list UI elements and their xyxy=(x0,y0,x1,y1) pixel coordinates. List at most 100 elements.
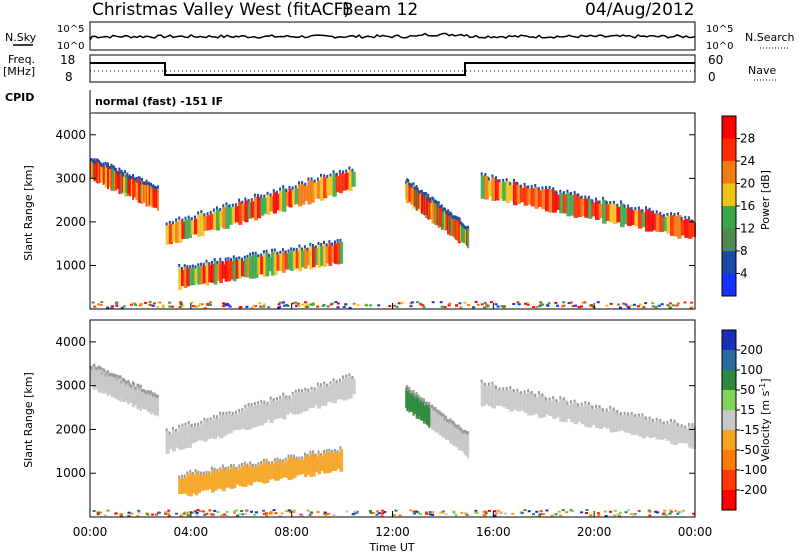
echo-fringe xyxy=(99,366,102,370)
x-axis-ticks: 00:00 04:00 08:00 12:00 16:00 20:00 00:00 xyxy=(73,303,712,539)
echo-fringe xyxy=(101,371,104,375)
echo-cell xyxy=(338,172,344,194)
scatter-cell xyxy=(244,513,248,516)
scatter-cell xyxy=(365,304,369,307)
colorbar-segment xyxy=(722,390,736,411)
echo-cell xyxy=(555,194,561,210)
echo-cell xyxy=(314,457,319,472)
echo-fringe xyxy=(345,374,348,378)
scatter-cell xyxy=(460,511,464,514)
echo-fringe xyxy=(228,204,231,208)
echo-cell xyxy=(342,378,347,401)
echo-cell xyxy=(181,426,186,450)
echo-cell xyxy=(265,461,270,483)
colorbar-tick-label: 12 xyxy=(740,222,755,236)
scatter-cell xyxy=(233,511,236,514)
echo-fringe xyxy=(431,404,434,408)
echo-fringe xyxy=(211,260,213,264)
echo-cell xyxy=(127,383,130,405)
scatter-cell xyxy=(493,514,497,517)
echo-fringe xyxy=(336,450,339,454)
echo-cell xyxy=(442,417,445,438)
echo-fringe xyxy=(91,158,94,162)
y-tick-label: 3000 xyxy=(55,379,86,393)
echo-fringe xyxy=(495,386,497,389)
echo-cell xyxy=(290,250,294,271)
scatter-cell xyxy=(167,514,171,517)
echo-cell xyxy=(142,184,145,202)
echo-fringe xyxy=(112,373,115,377)
echo-cell xyxy=(306,250,311,266)
echo-cell xyxy=(117,174,120,189)
scatter-cell xyxy=(306,509,310,512)
scatter-cell xyxy=(624,303,628,306)
noise-tick-high-left: 10^5 xyxy=(57,24,84,35)
echo-fringe xyxy=(139,384,142,388)
echo-cell xyxy=(332,173,337,197)
echo-fringe xyxy=(630,412,633,415)
echo-fringe xyxy=(419,396,422,400)
scatter-cell xyxy=(228,305,232,308)
echo-fringe xyxy=(254,463,257,467)
echo-fringe xyxy=(141,178,143,181)
echo-cell xyxy=(407,391,410,410)
scatter-cell xyxy=(139,303,143,306)
echo-cell xyxy=(110,375,113,397)
echo-cell xyxy=(457,219,460,243)
echo-cell xyxy=(253,196,259,221)
echo-fringe xyxy=(227,257,230,261)
echo-fringe xyxy=(109,166,112,169)
echo-cell xyxy=(171,429,177,452)
echo-fringe xyxy=(434,199,437,203)
echo-cell xyxy=(426,404,429,425)
y-tick-label: 1000 xyxy=(55,466,86,480)
echo-fringe xyxy=(208,471,211,475)
power-ylabel: Slant Range [km] xyxy=(22,165,35,261)
echo-fringe xyxy=(584,401,587,405)
echo-cell xyxy=(461,226,464,243)
echo-cell xyxy=(100,166,103,183)
echo-cell xyxy=(577,196,582,217)
scatter-cell xyxy=(681,509,685,512)
echo-fringe xyxy=(415,185,418,188)
echo-fringe xyxy=(541,393,544,397)
echo-fringe xyxy=(260,399,263,403)
echo-fringe xyxy=(216,260,219,264)
echo-cell xyxy=(541,189,546,210)
echo-cell xyxy=(320,456,324,471)
echo-fringe xyxy=(609,405,612,409)
echo-cell xyxy=(336,242,341,265)
echo-cell xyxy=(165,431,170,454)
scatter-cell xyxy=(206,304,210,307)
nsearch-label: N.Search xyxy=(745,31,795,44)
echo-fringe xyxy=(534,184,537,188)
echo-fringe xyxy=(445,415,447,419)
echo-cell xyxy=(216,471,221,489)
echo-fringe xyxy=(466,226,468,230)
echo-cell xyxy=(183,477,188,494)
echo-cell xyxy=(595,407,600,428)
echo-fringe xyxy=(428,402,431,405)
echo-cell xyxy=(178,478,182,495)
echo-fringe xyxy=(329,381,332,385)
scatter-cell xyxy=(155,513,159,516)
colorbar-tick-label: 28 xyxy=(740,132,755,146)
echo-cell xyxy=(260,197,265,216)
echo-cell xyxy=(520,187,525,203)
echo-fringe xyxy=(335,380,338,384)
echo-fringe xyxy=(156,394,159,398)
scatter-cell xyxy=(118,513,122,516)
echo-cell xyxy=(584,404,589,427)
echo-cell xyxy=(94,164,97,180)
echo-fringe xyxy=(241,408,244,412)
echo-fringe xyxy=(154,394,157,397)
echo-fringe xyxy=(206,418,209,422)
echo-fringe xyxy=(345,169,348,173)
scatter-cell xyxy=(161,306,165,309)
scatter-cell xyxy=(546,304,550,307)
scatter-cell xyxy=(322,303,326,306)
echo-fringe xyxy=(260,461,263,464)
echo-cell xyxy=(275,400,281,419)
echo-cell xyxy=(449,421,452,444)
echo-cell xyxy=(445,213,448,230)
